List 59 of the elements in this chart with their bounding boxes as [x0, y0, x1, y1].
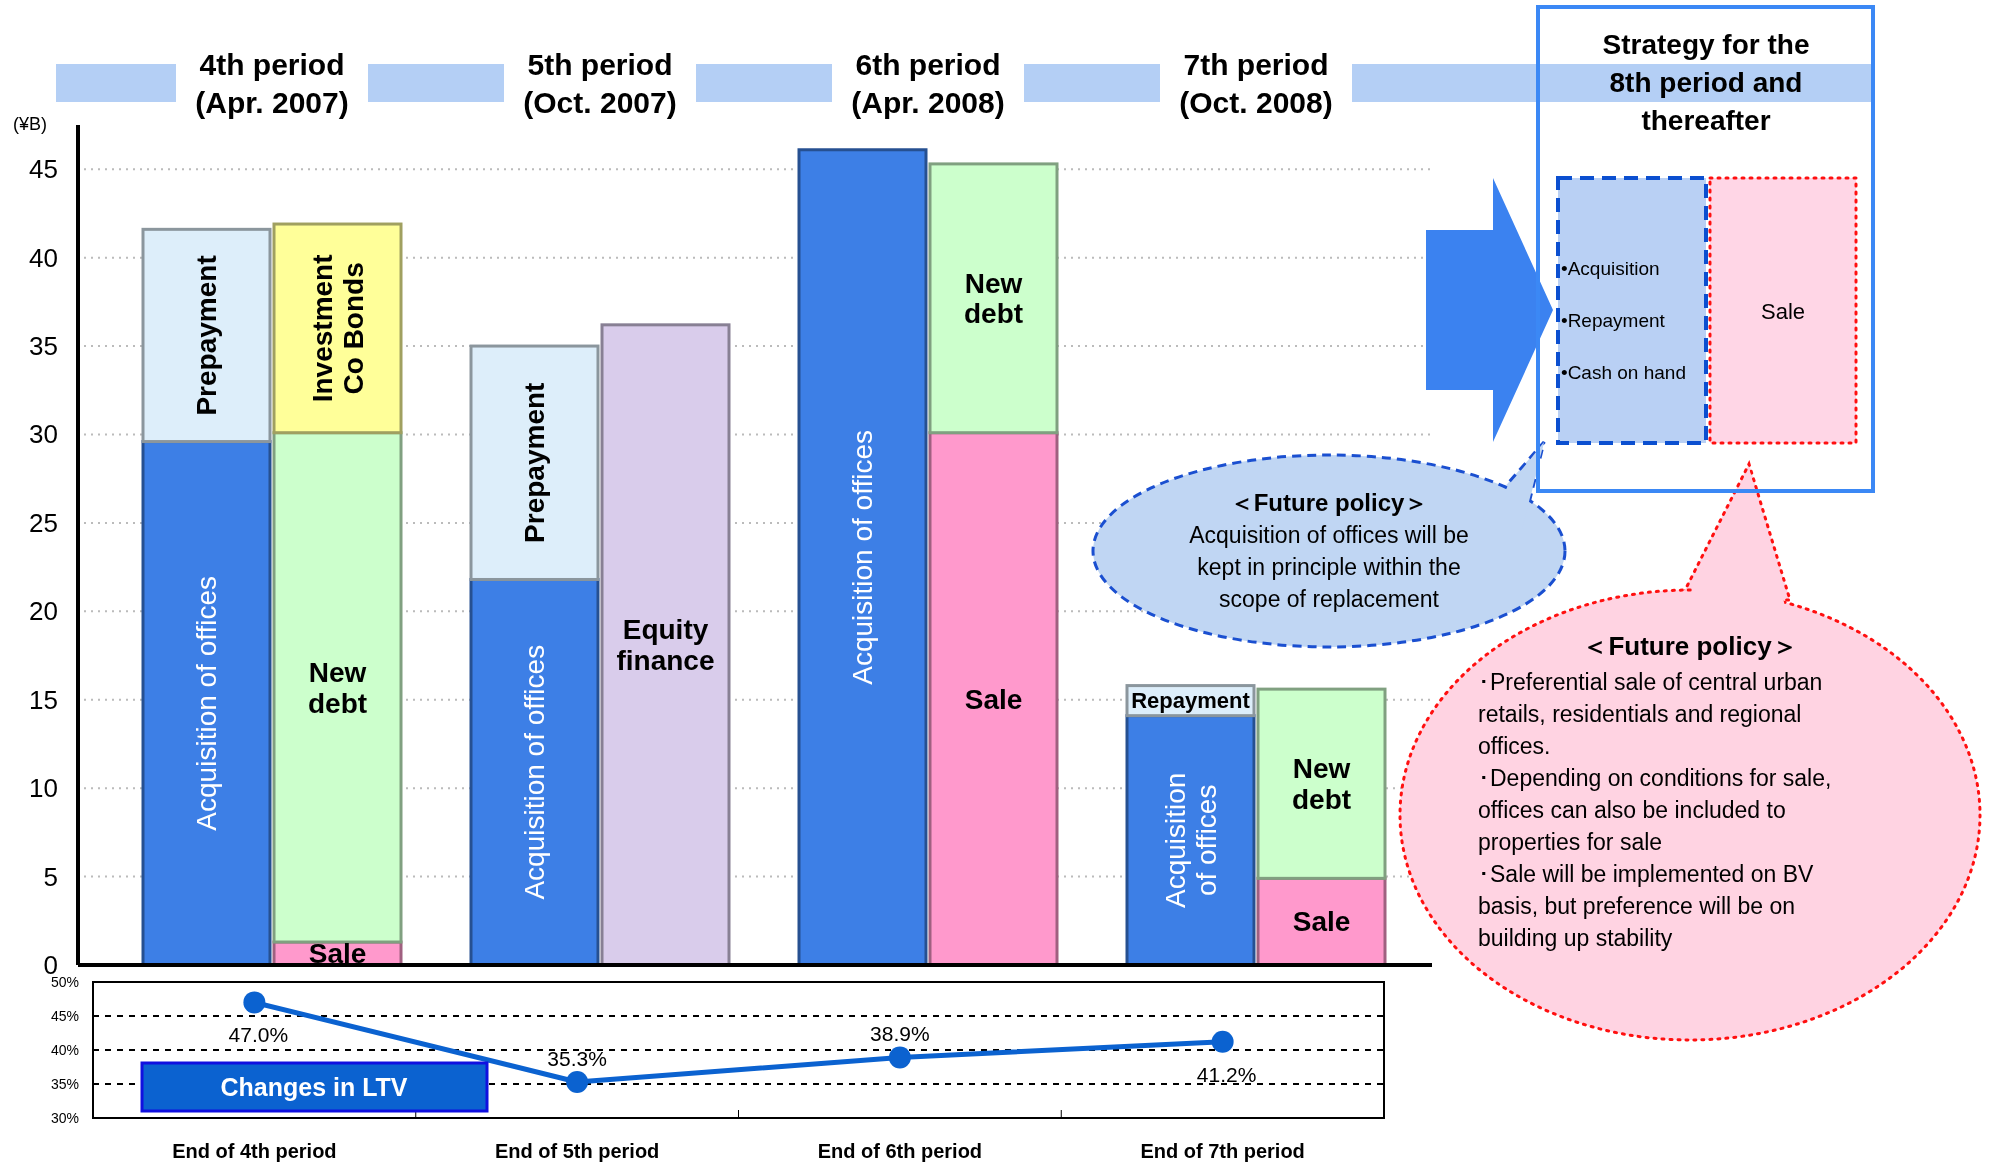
text: Sale	[964, 683, 1023, 715]
series-label: Prepayment	[191, 255, 223, 416]
y-tick-label: 10	[29, 773, 58, 804]
series-label: Acquisition of offices	[1159, 772, 1222, 909]
text: ＜Future policy＞	[1582, 631, 1798, 661]
text: Prepayment	[519, 382, 551, 543]
text: Sale	[1760, 299, 1806, 324]
point	[888, 1046, 911, 1069]
point	[243, 991, 266, 1014]
point	[1211, 1030, 1234, 1053]
series-label: Sale	[308, 938, 367, 970]
x-tick-label: End of 7th period	[1140, 1140, 1305, 1162]
point	[566, 1070, 589, 1093]
series-label: Investment Co Bonds	[306, 254, 369, 403]
text: Acquisition of offices	[519, 644, 551, 900]
bar	[141, 227, 272, 444]
text: New debt	[1291, 753, 1352, 815]
bar	[1256, 687, 1387, 880]
bar	[272, 431, 403, 944]
y-axis-title: (¥B)	[12, 114, 48, 134]
text: 4th period (Apr. 2007)	[195, 48, 349, 119]
data-label: 41.2%	[1196, 1062, 1257, 1086]
y-tick-label: 35%	[50, 1076, 79, 1092]
data-label: 47.0%	[228, 1023, 289, 1047]
y-tick-label: 5	[43, 861, 58, 892]
y-tick-label: 35	[29, 331, 58, 362]
text: Acquisition of offices	[847, 430, 879, 685]
x-tick-label: End of 6th period	[817, 1140, 983, 1162]
text: ･Preferential sale of central urban retails, residentials and regional offices. ･Depending on conditions for sale, offices can also be included to properties for sale ･Sale will be implemented on BV basis, but preference will be on building up stability	[1478, 669, 1832, 951]
bar	[469, 344, 600, 581]
y-tick-label: 45%	[50, 1008, 79, 1024]
series-label: New debt	[307, 656, 368, 719]
text: 7th period (Oct. 2008)	[1179, 48, 1333, 119]
y-tick-label: 45	[29, 154, 58, 185]
text: Acquisition of offices	[191, 575, 223, 831]
text: New debt	[963, 267, 1024, 330]
bar	[928, 162, 1059, 435]
annotation: Acquisition of offices will be kept in principle within the scope of replacement	[1189, 522, 1469, 612]
series-label: Equity finance	[616, 614, 715, 677]
text: Sale	[1292, 906, 1351, 938]
y-tick-label: 30	[29, 419, 58, 450]
annotation: ＜Future policy＞	[1229, 489, 1429, 516]
series-label: Repayment	[1131, 688, 1251, 714]
bar	[272, 222, 403, 435]
y-tick-label: 25	[29, 507, 58, 538]
y-tick-label: 40	[29, 242, 58, 273]
y-tick-label: 15	[29, 684, 58, 715]
text: •Acquisition •Repayment •Cash on hand	[1561, 258, 1686, 383]
y-tick-label: 40%	[50, 1042, 79, 1058]
data-label: 35.3%	[547, 1046, 607, 1070]
data-label: 38.9%	[870, 1022, 930, 1046]
text: 5th period (Oct. 2007)	[523, 48, 677, 119]
x-tick-label: End of 5th period	[494, 1140, 660, 1162]
series-label: Changes in LTV	[220, 1073, 408, 1101]
text: 6th period (Apr. 2008)	[851, 48, 1005, 119]
text: Strategy for the 8th period and thereafter	[1602, 29, 1810, 136]
y-tick-label: 30%	[50, 1110, 79, 1126]
y-tick-label: 20	[29, 596, 58, 627]
x-tick-label: End of 4th period	[172, 1140, 337, 1162]
